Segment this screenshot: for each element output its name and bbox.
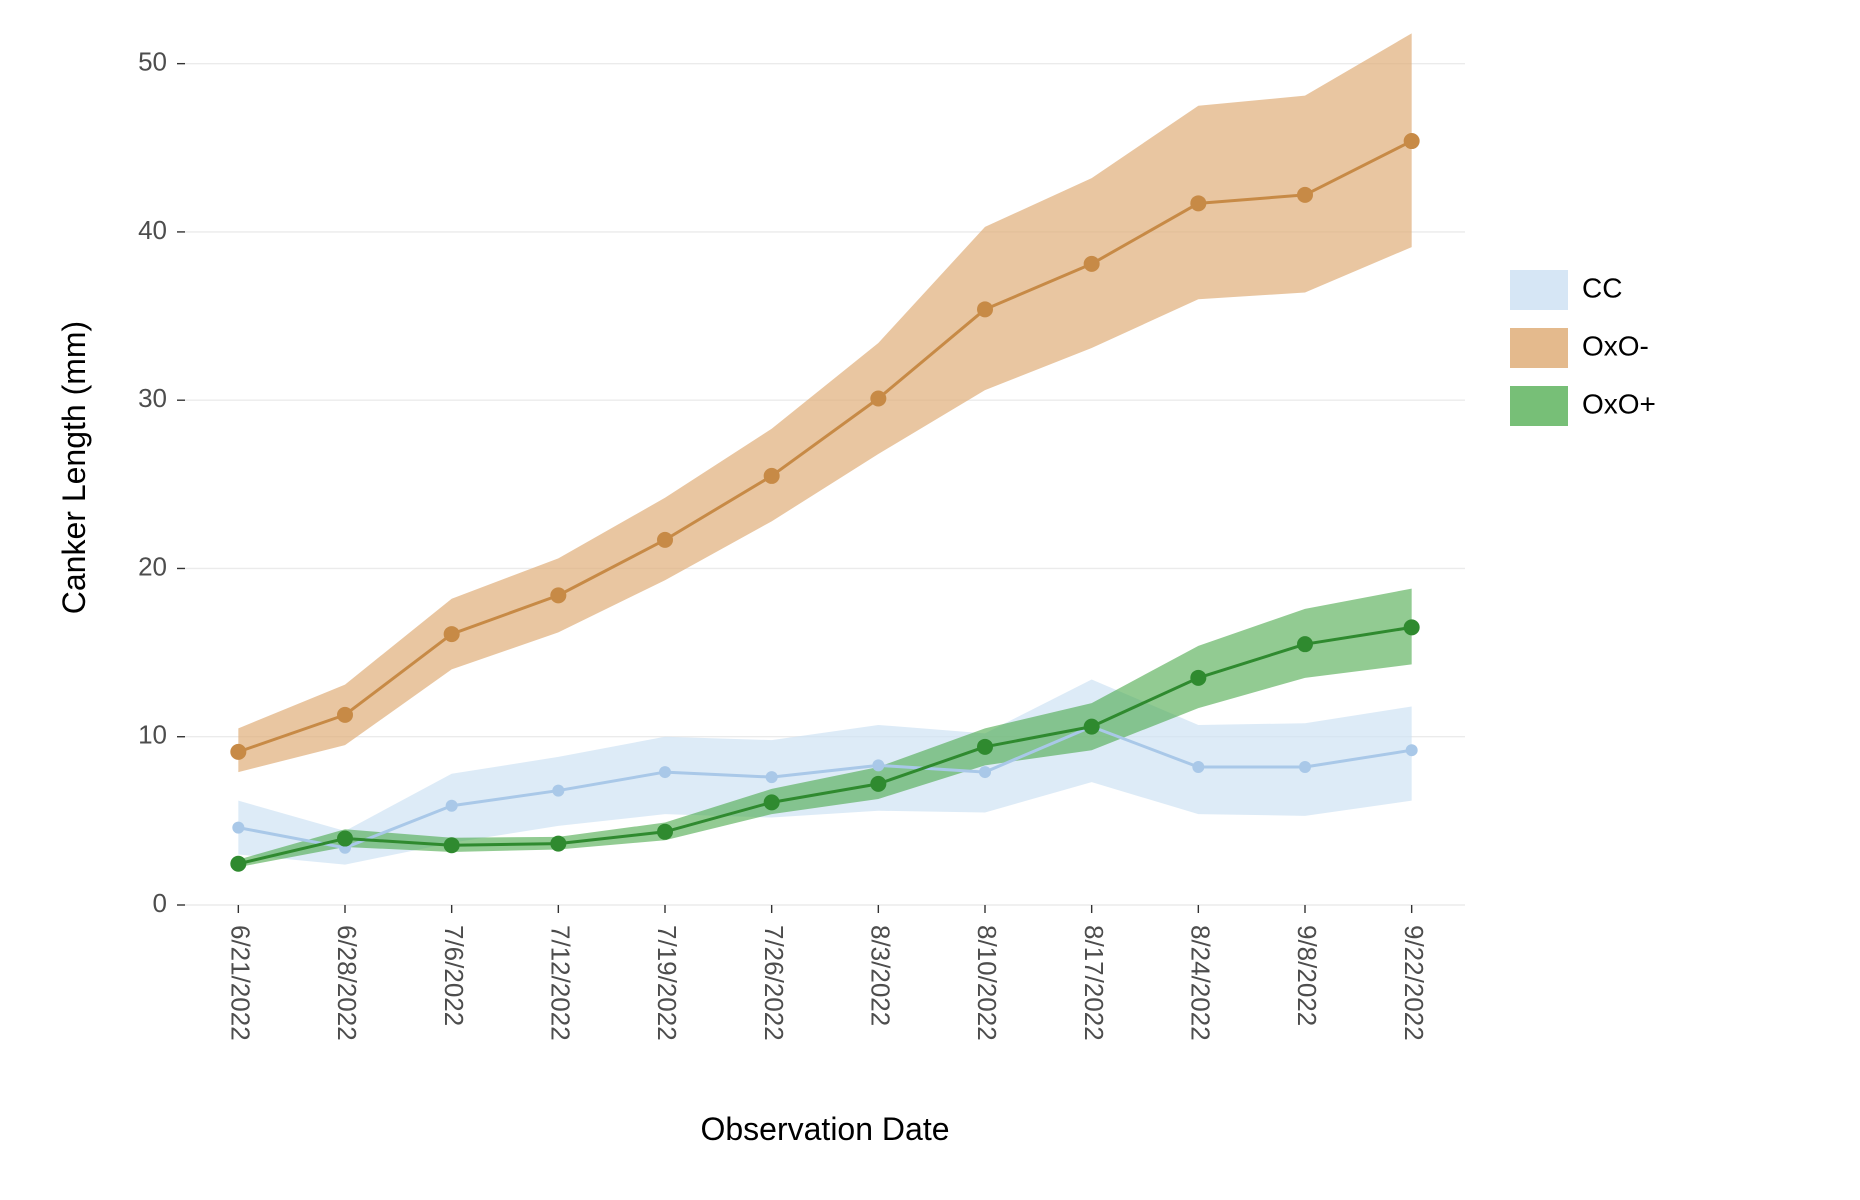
x-tick-label: 9/22/2022 bbox=[1399, 925, 1429, 1041]
series-point bbox=[1404, 133, 1420, 149]
x-tick-label: 6/21/2022 bbox=[225, 925, 255, 1041]
x-tick-label: 7/12/2022 bbox=[545, 925, 575, 1041]
legend-label: OxO- bbox=[1582, 330, 1649, 361]
series-point bbox=[232, 822, 244, 834]
series-point bbox=[659, 766, 671, 778]
series-point bbox=[870, 776, 886, 792]
series-point bbox=[764, 468, 780, 484]
legend-key bbox=[1510, 270, 1568, 310]
series-point bbox=[1297, 187, 1313, 203]
series-point bbox=[444, 626, 460, 642]
series-point bbox=[550, 836, 566, 852]
x-tick-label: 7/6/2022 bbox=[439, 925, 469, 1026]
series-point bbox=[1299, 761, 1311, 773]
series-point bbox=[1084, 719, 1100, 735]
series-point bbox=[337, 707, 353, 723]
series-point bbox=[337, 831, 353, 847]
y-tick-label: 50 bbox=[138, 47, 167, 77]
series-point bbox=[552, 785, 564, 797]
series-point bbox=[1406, 744, 1418, 756]
y-tick-label: 10 bbox=[138, 720, 167, 750]
y-tick-label: 40 bbox=[138, 215, 167, 245]
y-tick-label: 30 bbox=[138, 383, 167, 413]
x-tick-label: 9/8/2022 bbox=[1292, 925, 1322, 1026]
series-point bbox=[1192, 761, 1204, 773]
series-point bbox=[1190, 195, 1206, 211]
series-point bbox=[657, 532, 673, 548]
series-point bbox=[977, 739, 993, 755]
series-point bbox=[979, 766, 991, 778]
series-point bbox=[872, 759, 884, 771]
x-tick-label: 8/24/2022 bbox=[1185, 925, 1215, 1041]
series-point bbox=[446, 800, 458, 812]
y-axis-title: Canker Length (mm) bbox=[56, 321, 92, 614]
series-point bbox=[444, 837, 460, 853]
series-point bbox=[764, 794, 780, 810]
chart-container: 0 10 20 30 40 50 Canker Length (mm) 6/21/2022 6/… bbox=[0, 0, 1860, 1200]
canker-length-line-chart: 0 10 20 30 40 50 Canker Length (mm) 6/21/2022 6/… bbox=[0, 0, 1860, 1200]
x-tick-label: 8/10/2022 bbox=[972, 925, 1002, 1041]
series-point bbox=[1190, 670, 1206, 686]
series-point bbox=[766, 771, 778, 783]
series-point bbox=[1404, 619, 1420, 635]
series-point bbox=[230, 856, 246, 872]
y-tick-label: 0 bbox=[153, 888, 167, 918]
series-point bbox=[870, 391, 886, 407]
x-tick-label: 8/17/2022 bbox=[1079, 925, 1109, 1041]
series-point bbox=[977, 301, 993, 317]
series-point bbox=[657, 824, 673, 840]
series-point bbox=[1297, 636, 1313, 652]
legend-label: CC bbox=[1582, 272, 1622, 303]
x-tick-label: 6/28/2022 bbox=[332, 925, 362, 1041]
y-tick-label: 20 bbox=[138, 551, 167, 581]
x-tick-label: 7/19/2022 bbox=[652, 925, 682, 1041]
series-point bbox=[230, 744, 246, 760]
x-tick-label: 7/26/2022 bbox=[759, 925, 789, 1041]
legend-label: OxO+ bbox=[1582, 388, 1656, 419]
x-axis-title: Observation Date bbox=[700, 1111, 949, 1147]
legend-key bbox=[1510, 328, 1568, 368]
series-point bbox=[1084, 256, 1100, 272]
series-point bbox=[550, 587, 566, 603]
x-tick-label: 8/3/2022 bbox=[865, 925, 895, 1026]
legend-key bbox=[1510, 386, 1568, 426]
